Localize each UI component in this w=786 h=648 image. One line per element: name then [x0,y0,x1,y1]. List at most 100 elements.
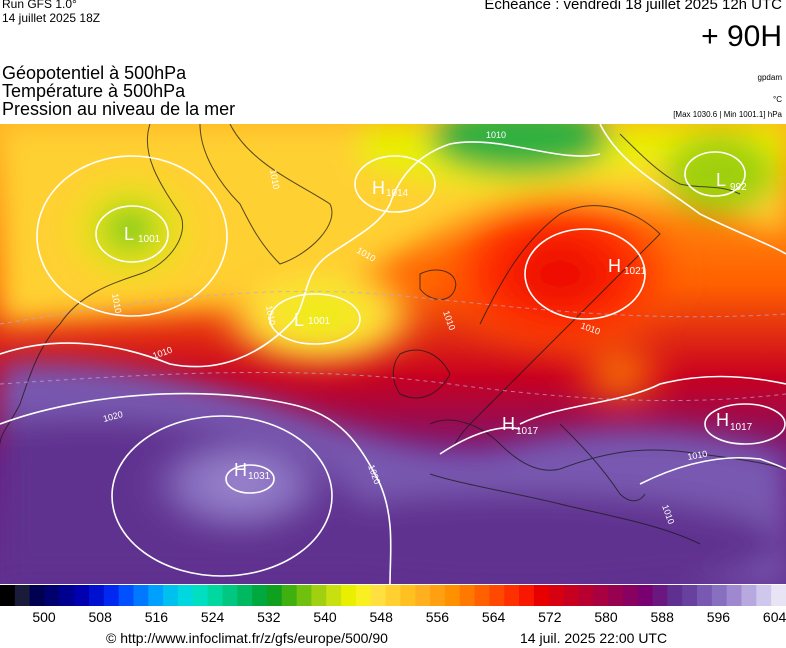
colorbar-swatch [563,585,579,606]
high-pressure-center: H 1031 [234,460,271,482]
colorbar-swatch [548,585,565,606]
high-pressure-center: H 1017 [502,414,539,437]
svg-text:L: L [716,170,726,190]
colorbar-swatch [14,585,31,606]
variable-geopotential: Géopotentiel à 500hPa [2,63,187,83]
colorbar [0,585,786,606]
forecast-time: Echéance : vendredi 18 juillet 2025 12h … [484,0,782,13]
run-name: Run GFS 1.0° [2,0,77,11]
colorbar-swatch [163,585,179,606]
svg-text:1014: 1014 [386,188,409,199]
colorbar-tick-label: 540 [313,609,337,625]
lead-time: + 90H [701,20,782,53]
colorbar-swatch [578,585,594,606]
svg-text:1017: 1017 [730,422,753,433]
colorbar-tick-label: 564 [481,609,506,625]
colorbar-swatch [0,585,16,606]
colorbar-swatch [133,585,149,606]
colorbar-swatch [103,585,120,606]
colorbar-tick-label: 532 [257,609,281,625]
colorbar-swatch [726,585,743,606]
high-pressure-center: H 1017 [716,410,753,433]
colorbar-labels: 500 508 516 524 532 540 548 556 564 572 580 588 596 6… [0,609,786,627]
colorbar-tick-label: 596 [706,609,731,625]
colorbar-swatch [533,585,550,606]
colorbar-tick-label: 500 [32,609,56,625]
svg-text:1031: 1031 [248,471,271,482]
colorbar-tick-label: 604 [762,609,786,625]
colorbar-swatch [637,585,654,606]
isobar-label: 1010 [268,169,281,190]
colorbar-swatch [281,585,298,606]
svg-text:1001: 1001 [138,234,161,245]
variable-pressure: Pression au niveau de la mer [2,99,236,119]
colorbar-swatch [430,585,446,606]
svg-text:1021: 1021 [624,266,647,277]
colorbar-swatch [459,585,476,606]
colorbar-tick-label: 556 [425,609,450,625]
low-pressure-center: L 1001 [294,310,331,330]
high-pressure-center: H 1021 [608,256,647,277]
isobar-label: 1010 [486,130,506,140]
colorbar-swatch [400,585,416,606]
colorbar-tick-label: 572 [538,609,562,625]
svg-text:L: L [124,224,134,244]
svg-text:H: H [502,414,515,434]
issued-time: 14 juil. 2025 22:00 UTC [520,630,668,646]
colorbar-swatch [237,585,253,606]
colorbar-swatch [207,585,224,606]
colorbar-swatch [711,585,728,606]
svg-text:H: H [608,256,621,276]
unit-pressure-range: [Max 1030.6 | Min 1001.1] hPa [673,110,782,119]
svg-text:H: H [234,460,247,480]
colorbar-swatch [519,585,535,606]
colorbar-swatch [59,585,75,606]
colorbar-swatch [74,585,90,606]
colorbar-swatch [177,585,194,606]
isobar-label: 1010 [264,305,277,326]
colorbar-tick-label: 548 [369,609,393,625]
colorbar-swatch [771,585,786,606]
colorbar-swatch [697,585,713,606]
colorbar-tick-label: 524 [200,609,225,625]
unit-temperature: °C [773,95,782,104]
colorbar-tick-label: 508 [88,609,112,625]
colorbar-swatch [341,585,357,606]
colorbar-swatch [118,585,135,606]
unit-geopotential: gpdam [757,73,782,82]
run-date: 14 juillet 2025 18Z [2,11,101,25]
colorbar-swatch [667,585,683,606]
colorbar-swatch [741,585,757,606]
colorbar-swatch [370,585,387,606]
colorbar-swatch [311,585,327,606]
colorbar-swatch [326,585,342,606]
colorbar-swatch [756,585,772,606]
colorbar-swatch [682,585,698,606]
weather-map: L 1001 H 1014 L 1001 L 992 H 1021 H 1017… [0,124,786,584]
colorbar-swatch [415,585,431,606]
colorbar-swatch [593,585,609,606]
colorbar-swatch [222,585,238,606]
colorbar-swatch [192,585,209,606]
colorbar-swatch [608,585,624,606]
colorbar-swatch [652,585,668,606]
svg-text:L: L [294,310,304,330]
low-pressure-center: L 1001 [124,224,161,245]
colorbar-swatch [444,585,461,606]
low-pressure-center: L 992 [716,170,747,193]
svg-text:1001: 1001 [308,316,331,327]
colorbar-swatch [474,585,490,606]
colorbar-swatch [355,585,372,606]
colorbar-swatch [385,585,402,606]
svg-text:1017: 1017 [516,426,539,437]
colorbar-tick-label: 588 [650,609,674,625]
colorbar-swatch [489,585,505,606]
svg-text:992: 992 [730,182,747,193]
svg-text:H: H [372,178,385,198]
colorbar-swatch [266,585,283,606]
colorbar-swatch [148,585,164,606]
isobar-label: 1010 [687,449,708,462]
colorbar-swatch [44,585,60,606]
colorbar-swatch [622,585,639,606]
colorbar-tick-label: 580 [594,609,618,625]
